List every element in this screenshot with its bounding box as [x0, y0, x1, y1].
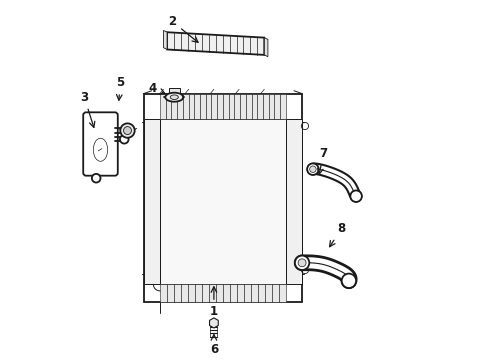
- Ellipse shape: [165, 93, 183, 102]
- Bar: [160, 94, 165, 119]
- Ellipse shape: [120, 123, 134, 138]
- Bar: [250, 284, 257, 302]
- Bar: [181, 284, 187, 302]
- Bar: [200, 94, 205, 119]
- Polygon shape: [167, 32, 264, 55]
- Bar: [143, 94, 302, 302]
- Bar: [240, 94, 245, 119]
- Ellipse shape: [349, 190, 361, 202]
- Ellipse shape: [123, 127, 131, 135]
- Bar: [160, 284, 166, 302]
- Bar: [278, 284, 285, 302]
- Text: 2: 2: [168, 15, 198, 42]
- Bar: [257, 94, 263, 119]
- Bar: [257, 284, 264, 302]
- Bar: [208, 284, 216, 302]
- Text: 8: 8: [329, 222, 345, 247]
- Bar: [211, 94, 217, 119]
- Bar: [217, 94, 223, 119]
- Bar: [166, 284, 174, 302]
- Bar: [171, 94, 177, 119]
- Ellipse shape: [306, 163, 318, 175]
- Bar: [177, 94, 183, 119]
- Bar: [263, 94, 268, 119]
- Ellipse shape: [170, 95, 178, 99]
- Bar: [274, 94, 280, 119]
- Text: 1: 1: [209, 287, 218, 318]
- Bar: [168, 88, 179, 95]
- Bar: [205, 94, 211, 119]
- Bar: [268, 94, 274, 119]
- Bar: [188, 94, 194, 119]
- Bar: [194, 94, 200, 119]
- Bar: [216, 284, 223, 302]
- Bar: [280, 94, 285, 119]
- FancyBboxPatch shape: [83, 112, 118, 176]
- Bar: [245, 94, 251, 119]
- Text: 6: 6: [209, 335, 218, 356]
- Bar: [183, 94, 188, 119]
- Text: 4: 4: [148, 82, 165, 95]
- Ellipse shape: [309, 166, 316, 172]
- Text: 3: 3: [80, 91, 95, 127]
- Bar: [187, 284, 195, 302]
- Bar: [223, 94, 228, 119]
- Bar: [251, 94, 257, 119]
- Text: 5: 5: [116, 76, 124, 100]
- Bar: [234, 94, 240, 119]
- Polygon shape: [209, 318, 218, 328]
- Bar: [202, 284, 208, 302]
- Ellipse shape: [294, 256, 309, 270]
- Text: 7: 7: [317, 147, 327, 174]
- Ellipse shape: [341, 274, 355, 288]
- Bar: [264, 284, 271, 302]
- Polygon shape: [264, 37, 267, 57]
- Bar: [143, 119, 160, 284]
- Ellipse shape: [92, 174, 101, 183]
- Polygon shape: [163, 31, 167, 50]
- Bar: [236, 284, 244, 302]
- Bar: [165, 94, 171, 119]
- Bar: [195, 284, 202, 302]
- Bar: [160, 119, 285, 284]
- Bar: [228, 94, 234, 119]
- Bar: [223, 284, 229, 302]
- Bar: [271, 284, 278, 302]
- Bar: [174, 284, 181, 302]
- Ellipse shape: [298, 259, 305, 267]
- Bar: [244, 284, 250, 302]
- Bar: [229, 284, 236, 302]
- Bar: [285, 119, 302, 284]
